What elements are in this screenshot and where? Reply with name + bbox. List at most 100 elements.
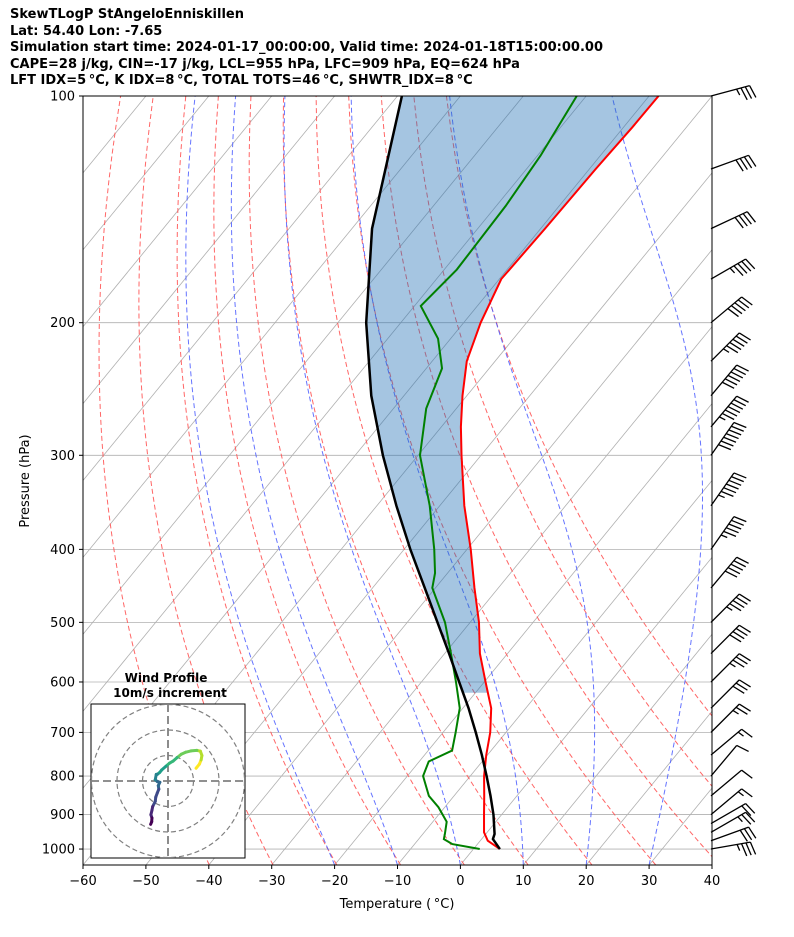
barb-flag bbox=[749, 841, 757, 855]
barb-flag bbox=[733, 367, 747, 376]
barb-flag bbox=[728, 523, 742, 530]
isotherm-line bbox=[83, 96, 335, 405]
x-tick-label: 0 bbox=[456, 874, 464, 889]
barb-flag bbox=[737, 299, 750, 309]
barb-staff bbox=[710, 211, 748, 230]
barb-flag bbox=[724, 378, 738, 386]
hodograph-ring bbox=[91, 704, 245, 858]
barb-flag bbox=[731, 519, 744, 526]
barb-flag bbox=[730, 563, 744, 571]
barb-flag bbox=[728, 479, 742, 486]
barb-flag bbox=[735, 335, 748, 344]
isotherm-line bbox=[711, 864, 712, 865]
barb-flag bbox=[735, 627, 748, 637]
barb-flag bbox=[725, 483, 739, 490]
axes: −60 −50 −40 −30 −20 −10 0 10 20 30 40 100 200 300 400 5… bbox=[42, 90, 720, 890]
barb-flag bbox=[728, 429, 742, 436]
barb-flag bbox=[732, 631, 745, 640]
y-tick-label: 900 bbox=[50, 808, 75, 823]
isotherm-line bbox=[83, 96, 461, 559]
wind-barb bbox=[710, 516, 747, 550]
barb-flag bbox=[729, 341, 742, 351]
barb-half-flag bbox=[736, 844, 741, 851]
y-tick-label: 400 bbox=[50, 543, 75, 558]
barb-flag bbox=[733, 421, 747, 429]
barb-staff bbox=[710, 472, 735, 507]
barb-flag bbox=[745, 258, 756, 270]
barb-flag bbox=[733, 472, 747, 479]
barb-staff bbox=[710, 593, 740, 623]
y-tick-label: 500 bbox=[50, 616, 75, 631]
barb-staff bbox=[710, 154, 749, 170]
barb-staff bbox=[710, 826, 749, 842]
isotherm-line bbox=[648, 787, 712, 865]
barb-flag bbox=[733, 399, 747, 407]
dry-adiabat bbox=[380, 96, 712, 858]
parcel-profile bbox=[364, 96, 501, 850]
wind-barb bbox=[710, 728, 753, 756]
barb-half-flag bbox=[719, 416, 726, 421]
wind-barb bbox=[710, 679, 751, 709]
barb-flag bbox=[727, 308, 739, 318]
barb-flag bbox=[738, 332, 751, 341]
barb-flag bbox=[723, 436, 737, 443]
location-line: Lat: 54.40 Lon: -7.65 bbox=[10, 23, 163, 39]
hodograph-segment bbox=[149, 820, 154, 826]
barb-flag bbox=[726, 345, 739, 354]
wind-barb bbox=[710, 85, 757, 101]
isotherm-line bbox=[397, 479, 712, 865]
wind-barbs bbox=[710, 85, 757, 857]
barb-flag bbox=[727, 374, 741, 382]
barb-staff bbox=[710, 624, 740, 654]
moist-adiabat bbox=[185, 96, 336, 865]
barb-staff bbox=[710, 811, 746, 833]
barb-flag bbox=[727, 567, 741, 575]
wind-barb bbox=[710, 154, 757, 172]
barb-flag bbox=[746, 211, 756, 223]
barb-staff bbox=[710, 788, 743, 816]
wind-barb bbox=[710, 395, 749, 428]
moist-adiabat bbox=[230, 96, 398, 865]
indices-line: LFT IDX=5 °C, K IDX=8 °C, TOTAL TOTS=46 … bbox=[10, 73, 473, 88]
barb-flag bbox=[740, 843, 748, 857]
isotherm-line bbox=[83, 96, 524, 635]
barb-staff bbox=[710, 296, 743, 324]
barb-flag bbox=[741, 296, 753, 306]
barb-half-flag bbox=[718, 494, 725, 499]
x-tick-label: −50 bbox=[132, 874, 159, 889]
barb-flag bbox=[748, 826, 757, 839]
isotherm-line bbox=[83, 96, 84, 97]
y-axis-label: Pressure (hPa) bbox=[18, 434, 33, 527]
barb-flag bbox=[735, 706, 748, 715]
barb-flag bbox=[741, 814, 752, 825]
barb-flag bbox=[744, 86, 753, 99]
barb-flag bbox=[738, 653, 751, 662]
barb-flag bbox=[735, 656, 748, 665]
x-axis-label: Temperature ( °C) bbox=[339, 897, 455, 912]
simulation-time-line: Simulation start time: 2024-01-17_00:00:… bbox=[10, 40, 603, 55]
barb-flag bbox=[739, 158, 748, 170]
x-tick-label: 30 bbox=[641, 874, 658, 889]
barb-flag bbox=[735, 159, 744, 172]
wind-barb bbox=[710, 744, 749, 777]
barb-flag bbox=[739, 829, 748, 842]
hodograph-subtitle: 10m/s increment bbox=[113, 686, 227, 700]
y-tick-label: 800 bbox=[50, 770, 75, 785]
barb-half-flag bbox=[732, 709, 739, 715]
data-layer bbox=[364, 96, 660, 851]
barb-flag bbox=[738, 703, 751, 712]
moist-adiabat bbox=[611, 96, 704, 865]
isotherm-line bbox=[460, 556, 712, 865]
barb-staff bbox=[710, 728, 743, 756]
wind-barb bbox=[710, 811, 756, 833]
barb-staff bbox=[710, 516, 735, 550]
barb-staff bbox=[710, 556, 738, 589]
y-tick-label: 600 bbox=[50, 675, 75, 690]
barb-half-flag bbox=[737, 816, 743, 823]
wind-barb bbox=[710, 296, 753, 324]
barb-flag bbox=[733, 265, 744, 276]
barb-flag bbox=[725, 432, 739, 440]
isotherm-line bbox=[522, 633, 712, 865]
x-tick-label: −60 bbox=[69, 874, 96, 889]
